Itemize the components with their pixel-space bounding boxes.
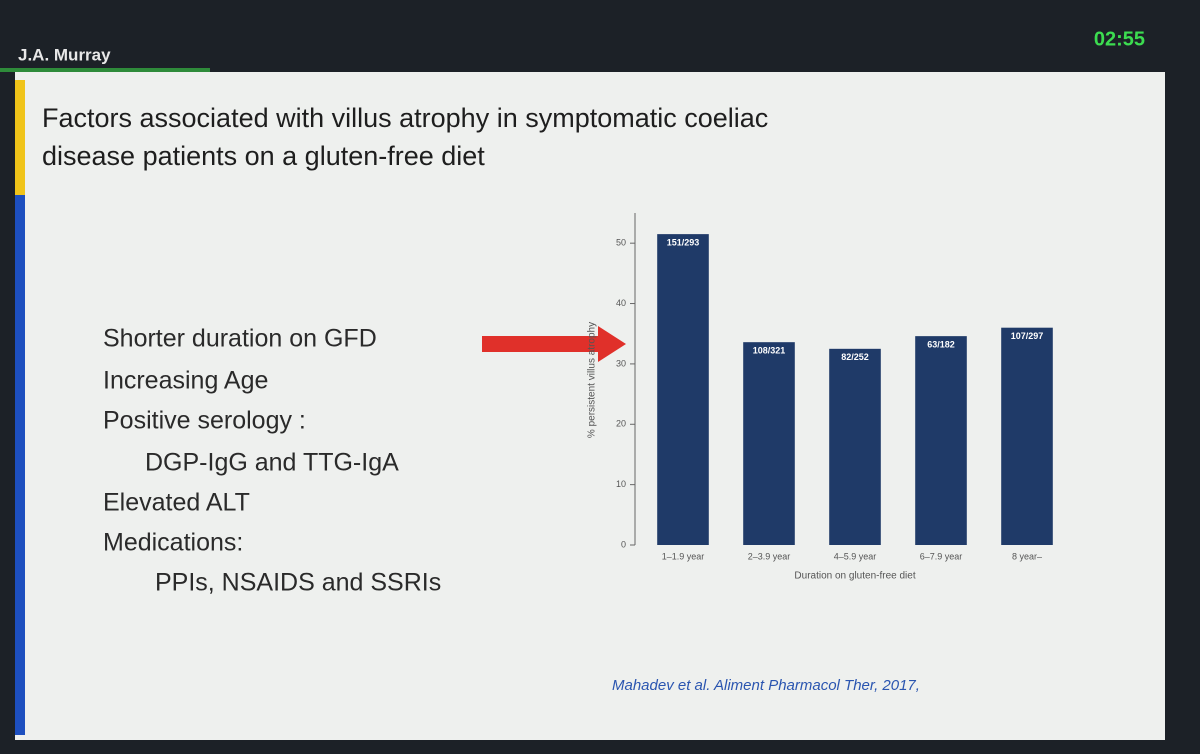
x-tick-label: 4–5.9 year — [834, 551, 877, 561]
presenter: J.A. Murray — [18, 45, 111, 64]
accent-blue — [15, 195, 25, 735]
factor: Shorter duration on GFD — [103, 325, 377, 353]
factor: Elevated ALT — [103, 489, 250, 517]
x-tick-label: 1–1.9 year — [662, 551, 705, 561]
bar — [915, 336, 967, 545]
y-tick-label: 0 — [621, 539, 626, 549]
bar-label: 108/321 — [753, 346, 786, 356]
bar — [1001, 327, 1053, 545]
slide — [15, 72, 1165, 740]
header-rule — [0, 68, 210, 72]
y-axis-label: % persistent villus atrophy — [587, 322, 598, 438]
slide-title: Factors associated with villus atrophy i… — [42, 103, 768, 133]
y-tick-label: 40 — [616, 298, 626, 308]
citation: Mahadev et al. Aliment Pharmacol Ther, 2… — [612, 677, 920, 694]
y-tick-label: 10 — [616, 479, 626, 489]
slide-title: disease patients on a gluten-free diet — [42, 141, 485, 171]
bar — [829, 348, 881, 545]
factor: Increasing Age — [103, 367, 268, 395]
factor: Positive serology : — [103, 407, 306, 435]
bar — [657, 234, 709, 546]
accent-yellow — [15, 80, 25, 195]
arrow — [482, 326, 626, 362]
bar-label: 151/293 — [667, 238, 700, 248]
bar-label: 107/297 — [1011, 331, 1044, 341]
bar-label: 82/252 — [841, 352, 869, 362]
y-tick-label: 20 — [616, 419, 626, 429]
factor: DGP-IgG and TTG-IgA — [145, 449, 399, 477]
y-tick-label: 50 — [616, 238, 626, 248]
bar — [743, 342, 795, 545]
x-tick-label: 2–3.9 year — [748, 551, 791, 561]
x-tick-label: 6–7.9 year — [920, 551, 963, 561]
y-tick-label: 30 — [616, 358, 626, 368]
factor: PPIs, NSAIDS and SSRIs — [155, 569, 441, 597]
factor: Medications: — [103, 529, 243, 557]
bar-label: 63/182 — [927, 340, 955, 350]
x-axis-label: Duration on gluten-free diet — [794, 571, 915, 582]
timer: 02:55 — [1094, 28, 1145, 50]
chart: % persistent villus atrophy Duration on … — [587, 213, 1053, 582]
x-tick-label: 8 year– — [1012, 551, 1042, 561]
